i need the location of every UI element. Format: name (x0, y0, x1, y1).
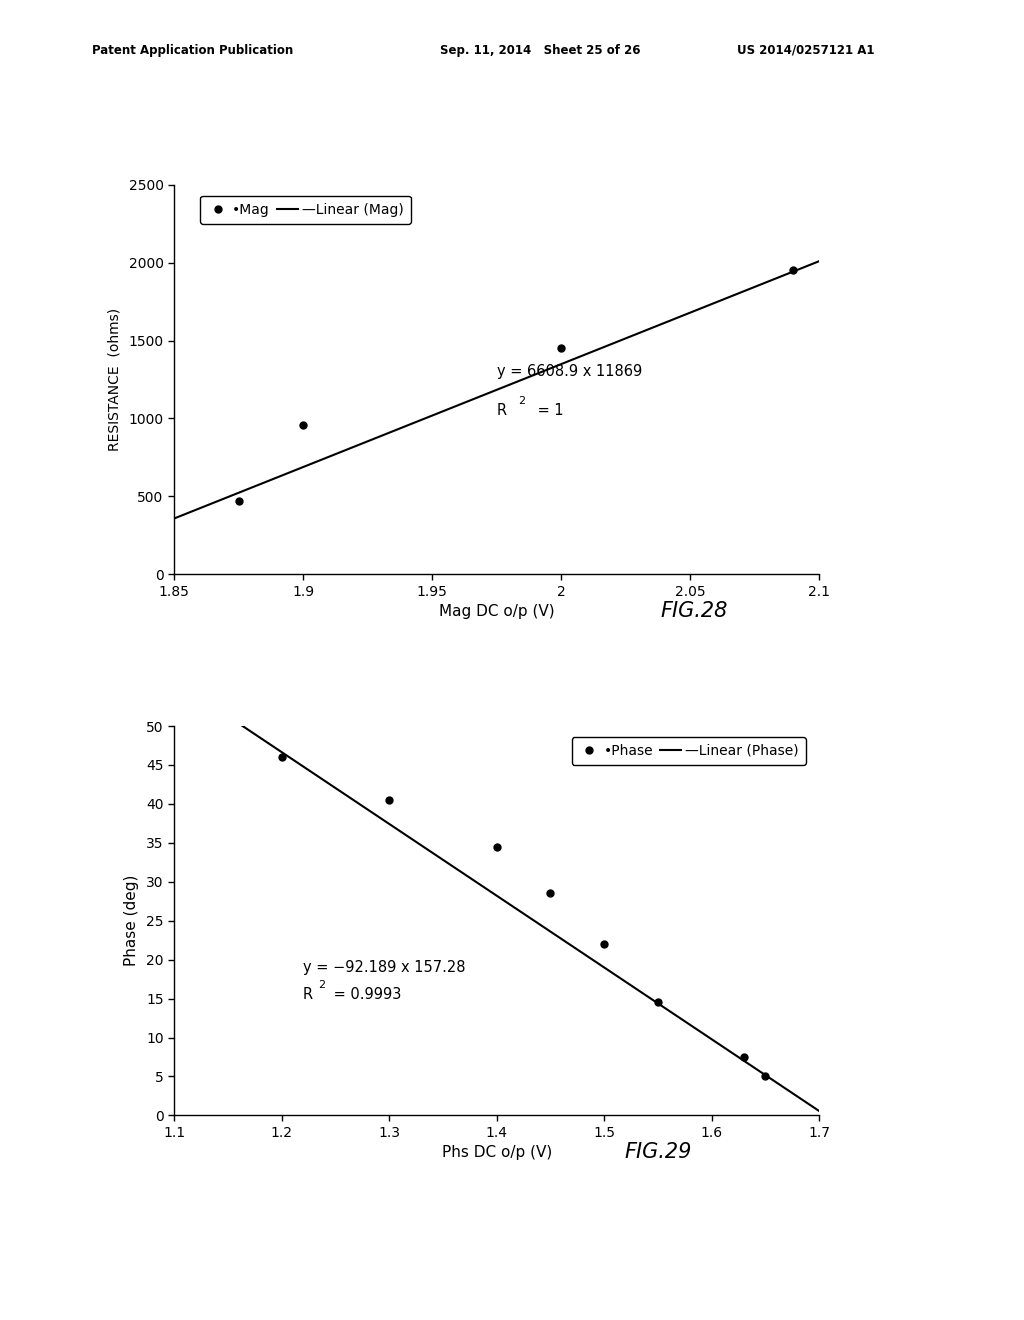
Text: Sep. 11, 2014   Sheet 25 of 26: Sep. 11, 2014 Sheet 25 of 26 (440, 44, 641, 57)
Text: FIG.29: FIG.29 (625, 1142, 692, 1163)
Legend: •Phase, —Linear (Phase): •Phase, —Linear (Phase) (571, 737, 806, 764)
Text: R: R (497, 403, 507, 418)
Text: 2: 2 (518, 396, 525, 407)
Text: R: R (303, 987, 313, 1002)
X-axis label: Phs DC o/p (V): Phs DC o/p (V) (441, 1146, 552, 1160)
Text: = 1: = 1 (532, 403, 563, 418)
Y-axis label: Phase (deg): Phase (deg) (124, 875, 139, 966)
Text: y = 6608.9 x 11869: y = 6608.9 x 11869 (497, 364, 642, 379)
Text: 2: 2 (318, 981, 326, 990)
Text: Patent Application Publication: Patent Application Publication (92, 44, 294, 57)
Y-axis label: RESISTANCE  (ohms): RESISTANCE (ohms) (108, 308, 122, 451)
Legend: •Mag, —Linear (Mag): •Mag, —Linear (Mag) (201, 195, 411, 223)
X-axis label: Mag DC o/p (V): Mag DC o/p (V) (439, 605, 554, 619)
Text: = 0.9993: = 0.9993 (329, 987, 401, 1002)
Text: y = −92.189 x 157.28: y = −92.189 x 157.28 (303, 960, 466, 975)
Text: US 2014/0257121 A1: US 2014/0257121 A1 (737, 44, 874, 57)
Text: FIG.28: FIG.28 (660, 601, 728, 622)
